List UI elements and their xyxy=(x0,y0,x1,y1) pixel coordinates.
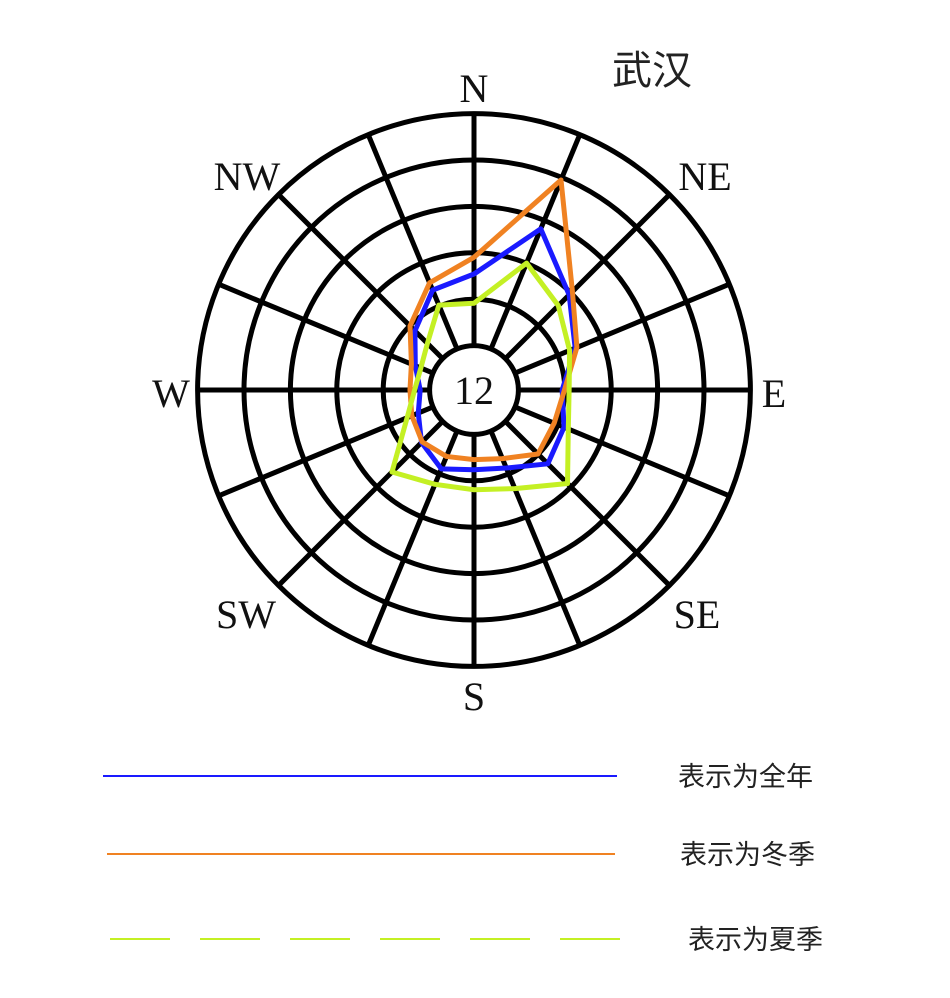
ring-1 xyxy=(427,343,521,437)
spoke-nne xyxy=(488,133,583,350)
spoke-nw xyxy=(276,192,445,361)
direction-label-ne: NE xyxy=(678,154,731,199)
legend-label-annual: 表示为全年 xyxy=(678,762,813,793)
center-calm-label: 12 xyxy=(454,368,494,413)
legend: 表示为全年 表示为冬季 表示为夏季 xyxy=(103,762,823,956)
ring-6 xyxy=(195,111,753,669)
spoke-ene xyxy=(514,281,731,376)
legend-label-summer: 表示为夏季 xyxy=(688,925,823,956)
direction-label-n: N xyxy=(460,66,489,111)
direction-label-se: SE xyxy=(674,592,721,637)
spoke-ese xyxy=(514,404,731,499)
chart-title: 武汉 xyxy=(612,48,692,94)
spoke-wnw xyxy=(217,281,434,376)
spoke-sw xyxy=(276,419,445,588)
direction-label-nw: NW xyxy=(214,154,281,199)
polar-grid xyxy=(195,111,753,669)
direction-label-sw: SW xyxy=(216,592,276,637)
ring-5 xyxy=(241,157,707,623)
legend-label-winter: 表示为冬季 xyxy=(680,840,815,871)
spoke-wsw xyxy=(217,404,434,499)
ring-3 xyxy=(334,250,614,530)
spoke-nnw xyxy=(365,133,460,350)
spoke-ne xyxy=(503,192,672,361)
direction-label-s: S xyxy=(463,674,485,719)
direction-label-w: W xyxy=(152,371,190,416)
direction-label-e: E xyxy=(762,371,786,416)
spoke-se xyxy=(503,419,672,588)
series-group xyxy=(389,177,580,493)
ring-4 xyxy=(287,203,661,577)
